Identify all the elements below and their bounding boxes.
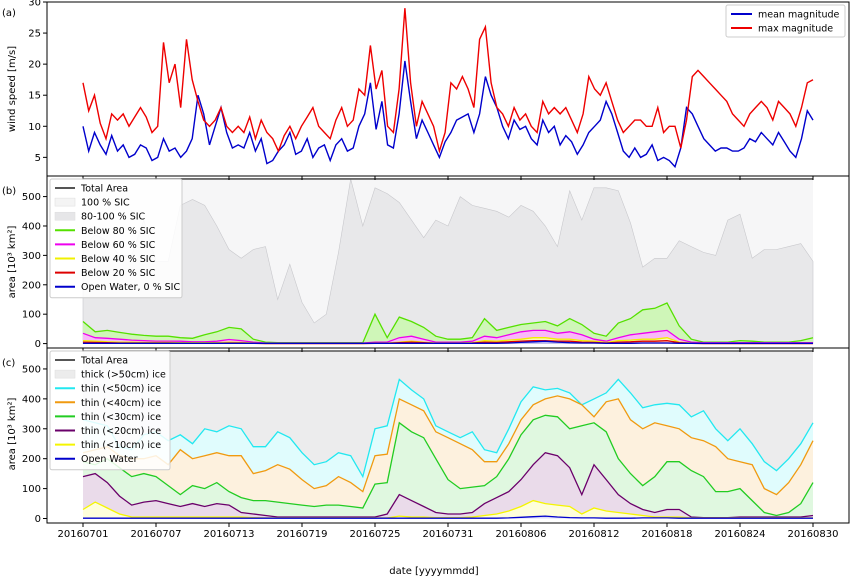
ytick-label: 400 — [22, 221, 41, 232]
ytick-label: 25 — [28, 29, 41, 40]
xtick-label: 20160824 — [715, 529, 766, 540]
legend-a: mean magnitude max magnitude — [725, 4, 846, 38]
legend-label: thin (<30cm) ice — [81, 412, 161, 423]
legend-box — [725, 4, 846, 38]
ytick-label: 0 — [35, 514, 41, 525]
legend-label: 80-100 % SIC — [81, 212, 146, 223]
legend-box — [49, 178, 183, 299]
xtick-label: 20160818 — [642, 529, 693, 540]
legend-c: Total Area thick (>50cm) ice thin (<50cm) … — [49, 350, 171, 471]
ytick-label: 15 — [28, 91, 41, 102]
ytick-label: 30 — [28, 0, 41, 9]
area-thin-20 — [83, 452, 813, 518]
xtick-label: 20160713 — [204, 529, 255, 540]
series-line-open-water-c — [83, 515, 813, 519]
ytick-label: 100 — [22, 310, 41, 321]
area-thin-30 — [83, 415, 813, 518]
ytick-label: 400 — [22, 394, 41, 405]
axes-layer: 5101520253001002003004005000100200300400… — [22, 0, 850, 540]
xtick-label: 20160725 — [350, 529, 401, 540]
series-line-below-60-sic — [82, 329, 813, 344]
ylabel-c: area [10³ km²] — [7, 398, 18, 471]
ytick-label: 300 — [22, 424, 41, 435]
area-thin-40 — [83, 395, 813, 516]
legend-box — [49, 350, 171, 471]
ytick-label: 500 — [22, 192, 41, 203]
ytick-label: 500 — [22, 364, 41, 375]
legend-b: Total Area 100 % SIC 80-100 % SIC Below 80 … — [49, 178, 183, 299]
legend-label: thin (<10cm) ice — [81, 440, 161, 451]
ytick-label: 10 — [28, 122, 41, 133]
legend-label: Below 60 % SIC — [81, 240, 156, 251]
ylabel-a: wind speed [m/s] — [7, 46, 18, 132]
legend-label: Open Water — [81, 454, 138, 465]
series-line-below-80-sic — [82, 302, 814, 344]
legend-label: Below 20 % SIC — [81, 268, 156, 279]
series-line-thin-40 — [82, 395, 814, 496]
legend-label: Total Area — [80, 356, 128, 367]
legend-label: thin (<20cm) ice — [81, 426, 161, 437]
legend-label: Total Area — [80, 184, 128, 195]
legend-swatch — [54, 197, 76, 207]
ytick-label: 100 — [22, 484, 41, 495]
legend-label: max magnitude — [758, 24, 833, 35]
legend-label: Below 80 % SIC — [81, 226, 156, 237]
series-line-thin-50 — [82, 378, 814, 479]
series-line-mean-magnitude — [82, 60, 814, 169]
ytick-label: 300 — [22, 251, 41, 262]
legend-label: Below 40 % SIC — [81, 254, 156, 265]
series-line-max-magnitude — [82, 8, 814, 154]
ytick-label: 20 — [28, 60, 41, 71]
legend-label: thin (<50cm) ice — [81, 384, 161, 395]
ytick-label: 200 — [22, 280, 41, 291]
xtick-label: 20160701 — [58, 529, 109, 540]
legend-label: mean magnitude — [758, 10, 840, 21]
panel-label-a: (a) — [2, 8, 16, 19]
legend-label: thin (<40cm) ice — [81, 398, 161, 409]
xtick-label: 20160812 — [569, 529, 620, 540]
legend-label: 100 % SIC — [81, 198, 130, 209]
xtick-label: 20160830 — [788, 529, 839, 540]
xlabel: date [yyyymmdd] — [389, 566, 478, 576]
ylabel-b: area [10³ km²] — [7, 226, 18, 299]
panel-label-b: (b) — [2, 186, 16, 197]
series-line-thin-20 — [82, 451, 814, 519]
xtick-label: 20160731 — [423, 529, 474, 540]
series-line-open-water-b — [83, 340, 813, 344]
area-below-80-sic — [83, 303, 813, 343]
legend-swatch — [54, 369, 76, 379]
xtick-label: 20160719 — [277, 529, 328, 540]
ytick-label: 0 — [35, 339, 41, 350]
ytick-label: 200 — [22, 454, 41, 465]
ytick-label: 5 — [35, 153, 41, 164]
series-line-thin-30 — [82, 414, 814, 517]
legend-layer: mean magnitude max magnitude Total Area 100… — [49, 4, 846, 471]
panel-label-c: (c) — [2, 358, 15, 369]
legend-label: Open Water, 0 % SIC — [81, 282, 180, 293]
legend-label: thick (>50cm) ice — [81, 370, 166, 381]
legend-swatch — [54, 211, 76, 221]
xtick-label: 20160707 — [131, 529, 182, 540]
xtick-label: 20160806 — [496, 529, 547, 540]
